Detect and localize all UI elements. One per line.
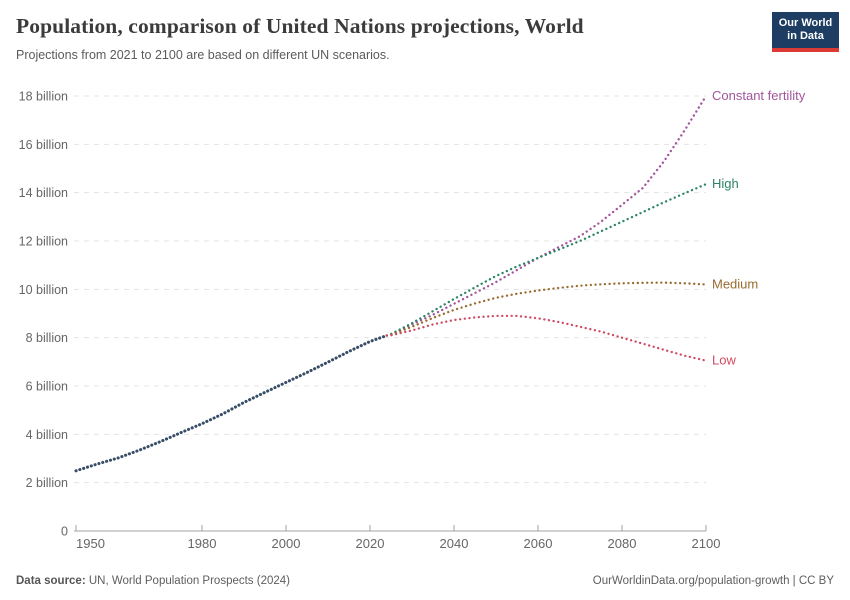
series-line-constant-fertility[interactable] [385, 94, 708, 337]
x-axis-tick-label: 2020 [356, 536, 385, 551]
series-line-low[interactable] [385, 314, 708, 362]
chart-header: Population, comparison of United Nations… [16, 14, 834, 62]
y-axis-tick-label: 0 [61, 525, 68, 539]
owid-logo-line2: in Data [787, 30, 824, 42]
chart-title: Population, comparison of United Nations… [16, 14, 584, 38]
y-axis-tick-label: 16 billion [19, 138, 68, 152]
series-line-historical-estimates[interactable] [74, 333, 389, 473]
owid-logo[interactable]: Our World in Data [772, 12, 839, 52]
data-source: Data source: UN, World Population Prospe… [16, 575, 290, 587]
series-label-constant-fertility[interactable]: Constant fertility [712, 88, 806, 103]
y-axis-tick-label: 14 billion [19, 186, 68, 200]
x-axis-tick-label: 1950 [76, 536, 105, 551]
y-axis-tick-label: 18 billion [19, 90, 68, 104]
y-axis-tick-label: 10 billion [19, 283, 68, 297]
x-axis-tick-label: 2040 [440, 536, 469, 551]
x-axis-tick-label: 2000 [272, 536, 301, 551]
data-source-label: Data source: [16, 575, 86, 587]
data-source-text: UN, World Population Prospects (2024) [85, 575, 290, 587]
series-label-low[interactable]: Low [712, 353, 736, 368]
y-axis-tick-label: 8 billion [26, 331, 68, 345]
y-axis-tick-label: 4 billion [26, 428, 68, 442]
owid-logo-line1: Our World [778, 16, 833, 29]
x-axis-tick-label: 2080 [608, 536, 637, 551]
x-axis-tick-label: 2060 [524, 536, 553, 551]
y-axis-tick-label: 2 billion [26, 476, 68, 490]
y-axis-tick-label: 6 billion [26, 380, 68, 394]
series-line-medium[interactable] [385, 281, 708, 337]
series-line-high[interactable] [385, 183, 708, 337]
y-axis-tick-label: 12 billion [19, 235, 68, 249]
chart-subtitle: Projections from 2021 to 2100 are based … [16, 48, 390, 62]
x-axis-tick-label: 2100 [692, 536, 721, 551]
series-label-medium[interactable]: Medium [712, 277, 758, 292]
owid-citation-link[interactable]: OurWorldinData.org/population-growth | C… [592, 575, 834, 587]
x-axis-tick-label: 1980 [188, 536, 217, 551]
chart-footer: Data source: UN, World Population Prospe… [16, 575, 834, 587]
series-label-high[interactable]: High [712, 176, 739, 191]
